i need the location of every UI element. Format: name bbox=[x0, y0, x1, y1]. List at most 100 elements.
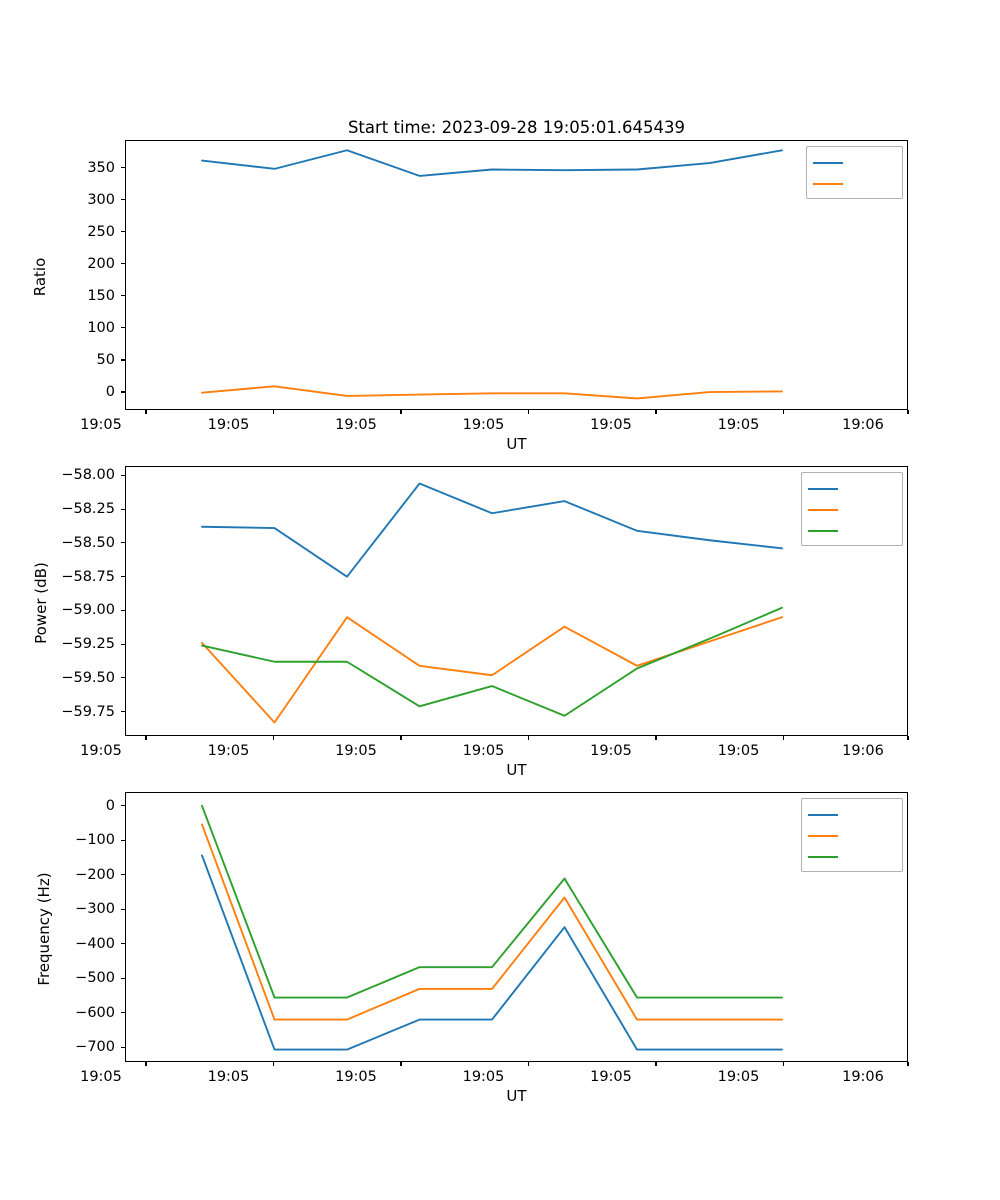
x-tick-label: 19:05 bbox=[590, 743, 632, 759]
figure-title: Start time: 2023-09-28 19:05:01.645439 bbox=[347, 118, 686, 137]
series-line-90-hz bbox=[201, 616, 783, 724]
y-tick-mark bbox=[121, 199, 125, 201]
y-tick-mark bbox=[121, 643, 125, 645]
y-tick-mark bbox=[121, 576, 125, 578]
y-tick-mark bbox=[121, 508, 125, 510]
y-tick-mark bbox=[121, 263, 125, 265]
y-tick-label: 300 bbox=[87, 191, 115, 208]
y-tick-mark bbox=[121, 231, 125, 233]
y-tick-label: −59.50 bbox=[61, 669, 115, 686]
legend-entry bbox=[813, 173, 895, 194]
y-tick-mark bbox=[121, 1012, 125, 1014]
legend-color-swatch bbox=[808, 508, 838, 511]
x-tick-mark bbox=[782, 736, 785, 740]
y-tick-mark bbox=[121, 327, 125, 329]
x-tick-mark bbox=[527, 736, 530, 740]
x-tick-label: 19:05 bbox=[717, 417, 760, 433]
y-tick-label: 250 bbox=[87, 223, 115, 240]
y-tick-mark bbox=[121, 839, 125, 841]
y-tick-mark bbox=[121, 167, 125, 169]
y-tick-label: −100 bbox=[75, 832, 115, 849]
y-tick-label: 200 bbox=[87, 255, 115, 272]
x-tick-mark bbox=[655, 410, 657, 414]
x-tick-mark bbox=[527, 410, 530, 414]
x-tick-label: 19:05 bbox=[462, 743, 505, 759]
x-tick-label: 19:05 bbox=[590, 1069, 632, 1085]
y-tick-label: 100 bbox=[87, 319, 115, 336]
legend-color-swatch bbox=[808, 834, 838, 837]
y-tick-mark bbox=[121, 295, 125, 297]
x-tick-mark bbox=[400, 410, 402, 414]
ratio-legend bbox=[806, 146, 903, 199]
legend-entry bbox=[808, 499, 895, 520]
legend-color-swatch bbox=[813, 161, 843, 164]
y-tick-label: 0 bbox=[105, 797, 115, 814]
x-tick-label: 19:06 bbox=[842, 417, 884, 433]
y-tick-label: −700 bbox=[75, 1039, 115, 1056]
y-tick-mark bbox=[121, 542, 125, 544]
legend-entry bbox=[813, 152, 895, 173]
y-tick-mark bbox=[121, 391, 125, 393]
x-tick-mark bbox=[145, 410, 147, 414]
y-tick-label: 350 bbox=[87, 159, 115, 176]
series-line-carrier bbox=[201, 854, 783, 1051]
frequency-y-axis-label: Frequency (Hz) bbox=[35, 872, 53, 986]
series-line-carrier bbox=[201, 482, 783, 578]
y-tick-label: −600 bbox=[75, 1004, 115, 1021]
x-tick-mark bbox=[655, 736, 657, 740]
y-tick-mark bbox=[121, 805, 125, 807]
y-tick-mark bbox=[121, 1046, 125, 1048]
power-legend bbox=[801, 472, 903, 546]
y-tick-label: −200 bbox=[75, 866, 115, 883]
x-tick-mark bbox=[145, 736, 147, 740]
y-tick-mark bbox=[121, 711, 125, 713]
x-tick-label: 19:05 bbox=[80, 1069, 122, 1085]
y-tick-label: 150 bbox=[87, 287, 115, 304]
y-tick-label: −59.75 bbox=[61, 703, 115, 720]
y-tick-label: 0 bbox=[105, 384, 115, 401]
y-tick-label: −59.25 bbox=[61, 636, 115, 653]
y-tick-label: −58.25 bbox=[61, 501, 115, 518]
x-tick-label: 19:05 bbox=[80, 743, 122, 759]
x-tick-mark bbox=[655, 1062, 657, 1066]
x-tick-label: 19:05 bbox=[207, 1069, 250, 1085]
series-line-90-hz bbox=[201, 823, 783, 1021]
x-tick-mark bbox=[907, 1062, 909, 1066]
x-tick-mark bbox=[782, 410, 785, 414]
x-tick-mark bbox=[907, 736, 909, 740]
power-axes-frame bbox=[125, 466, 908, 736]
ratio-axes-frame bbox=[125, 140, 908, 410]
x-tick-label: 19:05 bbox=[717, 743, 760, 759]
y-tick-mark bbox=[121, 908, 125, 910]
series-line-150-hz bbox=[201, 606, 783, 717]
frequency-legend bbox=[801, 798, 903, 872]
x-tick-label: 19:05 bbox=[207, 743, 250, 759]
x-tick-mark bbox=[527, 1062, 530, 1066]
frequency-x-axis-label: UT bbox=[506, 1087, 527, 1105]
x-tick-label: 19:05 bbox=[207, 417, 250, 433]
legend-color-swatch bbox=[808, 529, 838, 532]
frequency-axes-frame bbox=[125, 792, 908, 1062]
ratio-data-layer bbox=[201, 149, 783, 400]
y-tick-label: −300 bbox=[75, 901, 115, 918]
series-line-150-hz bbox=[201, 804, 783, 999]
x-tick-label: 19:05 bbox=[462, 417, 505, 433]
power-y-axis-label: Power (dB) bbox=[32, 562, 50, 644]
legend-entry bbox=[808, 825, 895, 846]
x-tick-label: 19:05 bbox=[462, 1069, 505, 1085]
series-line-sdm bbox=[201, 149, 783, 177]
y-tick-label: −400 bbox=[75, 935, 115, 952]
x-tick-mark bbox=[272, 410, 275, 414]
x-tick-label: 19:05 bbox=[80, 417, 122, 433]
y-tick-mark bbox=[121, 977, 125, 979]
y-tick-mark bbox=[121, 609, 125, 611]
legend-entry bbox=[808, 478, 895, 499]
y-tick-label: −59.00 bbox=[61, 602, 115, 619]
y-tick-label: 50 bbox=[96, 351, 115, 368]
ratio-x-axis-label: UT bbox=[506, 435, 527, 453]
x-tick-mark bbox=[145, 1062, 147, 1066]
x-tick-label: 19:05 bbox=[335, 743, 377, 759]
x-tick-label: 19:05 bbox=[717, 1069, 760, 1085]
legend-entry bbox=[808, 846, 895, 867]
x-tick-mark bbox=[907, 410, 909, 414]
